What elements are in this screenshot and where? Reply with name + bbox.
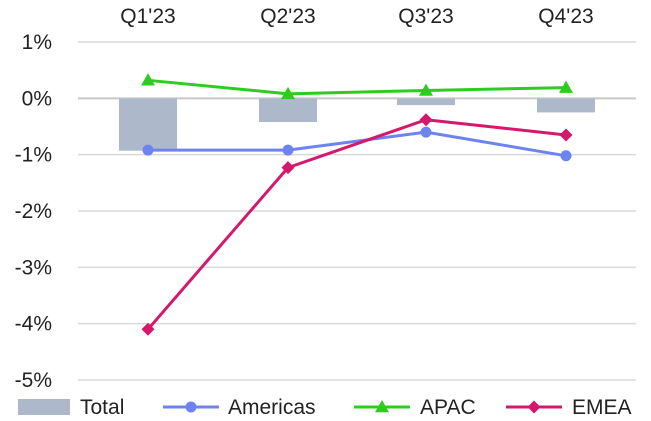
americas-point <box>560 150 572 162</box>
x-axis-categories: Q1'23 Q2'23 Q3'23 Q4'23 <box>120 5 593 28</box>
total-bar <box>119 98 177 151</box>
legend-label: Total <box>80 396 124 419</box>
legend-label: APAC <box>420 396 476 419</box>
apac-point <box>281 86 295 100</box>
americas-point <box>142 144 154 156</box>
apac-point <box>419 83 433 96</box>
legend-label: EMEA <box>572 396 632 419</box>
y-tick-label: -5% <box>15 369 52 392</box>
y-tick-label: -4% <box>15 313 52 336</box>
emea-line <box>146 118 567 331</box>
legend-marker <box>185 401 197 413</box>
y-tick-label: 0% <box>22 87 52 110</box>
total-bar <box>259 98 317 122</box>
emea-point <box>141 322 155 336</box>
americas-point <box>282 144 294 156</box>
americas-point <box>420 126 432 138</box>
legend-marker <box>375 400 389 413</box>
apac-point <box>141 73 155 86</box>
emea-point <box>419 113 433 127</box>
americas-line <box>148 130 567 158</box>
apac-series <box>141 73 573 100</box>
y-tick-label: -1% <box>15 144 52 167</box>
legend-item-total: Total <box>18 396 124 419</box>
apac-point <box>559 80 573 93</box>
legend-item-emea: EMEA <box>506 396 632 419</box>
x-category-label: Q2'23 <box>260 5 315 28</box>
y-tick-label: 1% <box>22 31 52 54</box>
emea-series <box>141 113 573 336</box>
line-series-layer <box>141 73 573 336</box>
total-bar <box>397 98 455 106</box>
americas-series <box>142 126 572 162</box>
legend: Total Americas APAC EMEA <box>18 396 632 419</box>
legend-item-americas: Americas <box>163 396 316 419</box>
x-category-label: Q3'23 <box>398 5 453 28</box>
x-category-label: Q4'23 <box>538 5 593 28</box>
bar-series-layer <box>119 98 595 151</box>
legend-swatch <box>18 399 70 415</box>
y-tick-label: -2% <box>15 200 52 223</box>
legend-marker <box>527 400 541 414</box>
y-axis-ticks: 1% 0% -1% -2% -3% -4% -5% <box>15 31 52 392</box>
x-category-label: Q1'23 <box>120 5 175 28</box>
apac-line <box>147 78 567 96</box>
emea-point <box>281 161 295 175</box>
total-bar <box>537 98 595 113</box>
legend-label: Americas <box>228 396 316 419</box>
legend-item-apac: APAC <box>354 396 476 419</box>
y-tick-label: -3% <box>15 256 52 279</box>
emea-point <box>559 128 573 142</box>
